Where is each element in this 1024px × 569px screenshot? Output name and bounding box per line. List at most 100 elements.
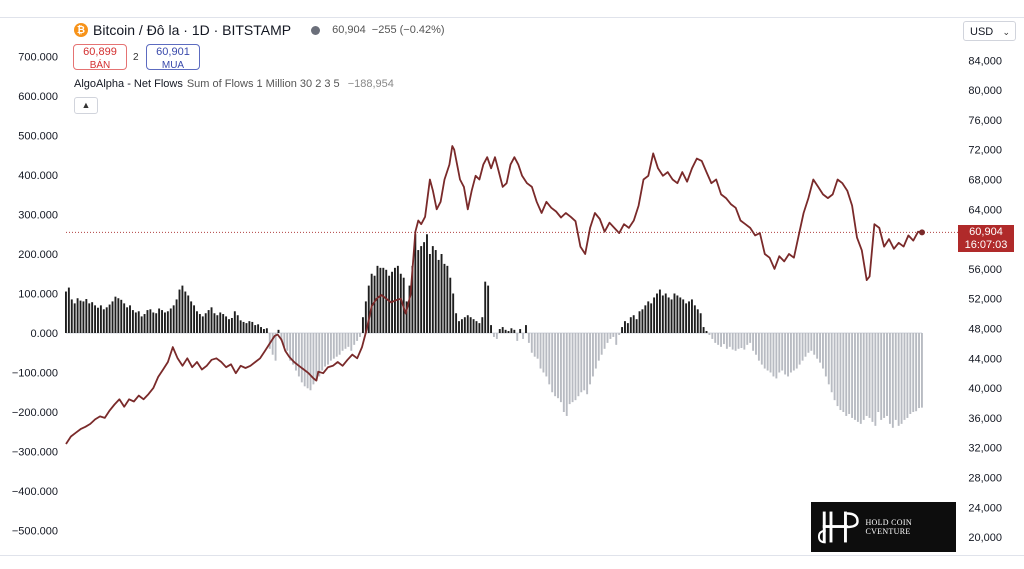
- net-flow-bar-negative: [891, 333, 894, 428]
- net-flow-bar-negative: [787, 333, 789, 377]
- indicator-name[interactable]: AlgoAlpha - Net Flows: [74, 78, 183, 90]
- watermark-text: HOLD COIN CVENTURE: [865, 518, 912, 536]
- net-flow-bar-negative: [565, 333, 568, 416]
- net-flow-bar-negative: [321, 333, 324, 371]
- chart-canvas[interactable]: 700.000 600.000 500.000 400.000 300.000 200.0…: [0, 18, 1024, 555]
- currency-select[interactable]: USD ⌄: [963, 21, 1016, 41]
- net-flow-bar-negative: [915, 333, 918, 412]
- sell-label: BÁN: [89, 60, 111, 71]
- net-flow-bar-negative: [842, 333, 845, 412]
- net-flow-bar-negative: [344, 333, 347, 349]
- net-flow-bar-positive: [242, 321, 245, 333]
- net-flow-bar-positive: [443, 263, 446, 333]
- net-flow-bar-positive: [423, 242, 426, 333]
- net-flow-bar-negative: [594, 333, 597, 369]
- net-flow-bar-positive: [446, 265, 449, 333]
- net-flow-bar-positive: [501, 327, 504, 333]
- net-flow-bar-negative: [886, 333, 888, 416]
- net-flow-bar-positive: [658, 289, 661, 333]
- right-axis-tick-label: 44,000: [968, 353, 1002, 365]
- market-status-icon[interactable]: [311, 25, 321, 35]
- net-flow-bar-positive: [140, 316, 143, 333]
- net-flow-bar-positive: [187, 295, 190, 333]
- net-flow-bar-positive: [117, 298, 120, 333]
- net-flow-bar-positive: [210, 307, 213, 333]
- price-change: −255 (−0.42%): [371, 24, 445, 36]
- net-flow-bar-negative: [603, 333, 606, 349]
- net-flow-bar-negative: [283, 333, 286, 347]
- net-flow-bar-positive: [431, 246, 434, 333]
- net-flow-bar-positive: [460, 319, 463, 333]
- net-flow-bar-positive: [207, 310, 210, 333]
- sell-price: 60,899: [83, 46, 117, 58]
- chart-frame[interactable]: 700.000 600.000 500.000 400.000 300.000 200.0…: [0, 17, 1024, 556]
- net-flow-bar-negative: [315, 333, 318, 381]
- net-flow-bar-positive: [370, 273, 373, 333]
- right-axis-tick-label: 24,000: [968, 502, 1002, 514]
- net-flow-bar-positive: [364, 301, 367, 333]
- buy-button[interactable]: 60,901 MUA: [146, 44, 200, 71]
- net-flow-bar-negative: [906, 333, 909, 418]
- net-flow-bar-negative: [312, 333, 315, 385]
- net-flow-bar-negative: [493, 333, 495, 337]
- net-flow-bar-positive: [653, 297, 656, 333]
- net-flow-bar-negative: [912, 333, 915, 412]
- bitcoin-icon: ₿: [74, 23, 88, 37]
- net-flow-bar-positive: [693, 305, 696, 333]
- net-flow-bar-negative: [329, 333, 332, 361]
- net-flow-bar-positive: [417, 250, 420, 333]
- collapse-legend-button[interactable]: ▲: [74, 97, 98, 114]
- net-flow-bar-negative: [268, 333, 271, 349]
- net-flow-bar-negative: [527, 333, 530, 343]
- net-flow-bar-negative: [341, 333, 344, 351]
- net-flow-bar-positive: [233, 311, 236, 333]
- net-flow-bar-negative: [877, 333, 880, 412]
- spread-value: 2: [133, 52, 139, 63]
- net-flow-bar-positive: [688, 301, 690, 333]
- net-flow-bar-positive: [452, 293, 455, 333]
- net-flow-bar-negative: [551, 333, 554, 393]
- indicator-value: −188,954: [347, 78, 394, 90]
- net-flow-bar-negative: [833, 333, 836, 401]
- net-flow-bar-positive: [134, 312, 137, 333]
- hc-logo-icon: [817, 511, 859, 544]
- right-axis-tick-label: 48,000: [968, 324, 1002, 336]
- net-flow-bar-positive: [88, 303, 91, 333]
- left-axis-tick-label: −200.000: [12, 407, 58, 419]
- net-flow-bar-negative: [921, 333, 923, 408]
- net-flow-bar-negative: [548, 333, 551, 385]
- net-flow-bar-negative: [856, 333, 859, 422]
- net-flow-bar-negative: [766, 333, 769, 371]
- net-flow-bar-positive: [414, 234, 417, 333]
- net-flow-bar-negative: [801, 333, 804, 361]
- net-flow-bar-negative: [734, 333, 737, 351]
- net-flow-bar-positive: [367, 285, 370, 333]
- net-flow-bar-negative: [731, 333, 734, 350]
- net-flow-bar-negative: [289, 333, 292, 361]
- net-flow-bar-positive: [73, 303, 76, 333]
- right-axis-tick-label: 20,000: [968, 532, 1002, 544]
- net-flow-bar-positive: [440, 254, 443, 333]
- net-flow-bar-negative: [600, 333, 603, 355]
- net-flow-bar-negative: [888, 333, 891, 424]
- net-flow-bar-positive: [705, 331, 708, 333]
- net-flow-bar-positive: [478, 323, 481, 333]
- net-flow-bar-positive: [79, 300, 82, 333]
- symbol-title[interactable]: Bitcoin / Đô la · 1D · BITSTAMP: [93, 22, 292, 38]
- net-flow-bar-negative: [772, 333, 775, 377]
- net-flow-bar-negative: [848, 333, 851, 414]
- net-flow-bar-positive: [213, 313, 216, 333]
- net-flow-bar-negative: [338, 333, 341, 355]
- sell-button[interactable]: 60,899 BÁN: [73, 44, 127, 71]
- net-flow-bar-negative: [909, 333, 912, 414]
- net-flow-bar-positive: [702, 327, 705, 333]
- net-flow-bar-positive: [434, 250, 437, 333]
- net-flow-bar-positive: [175, 299, 178, 333]
- net-flow-bar-negative: [562, 333, 565, 412]
- net-flow-bar-negative: [807, 333, 810, 353]
- net-flow-bar-positive: [120, 299, 123, 333]
- net-flow-bar-positive: [679, 297, 682, 333]
- net-flow-bar-positive: [143, 314, 146, 333]
- net-flow-bar-positive: [236, 315, 239, 333]
- net-flow-bar-positive: [466, 315, 469, 333]
